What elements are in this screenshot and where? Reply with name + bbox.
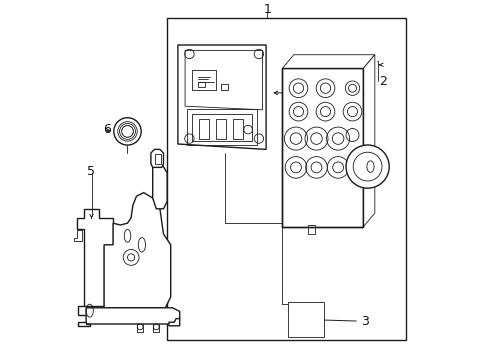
Bar: [296, 309, 310, 319]
Polygon shape: [282, 55, 374, 68]
Text: 2: 2: [379, 75, 386, 87]
Text: 1: 1: [263, 3, 270, 15]
Text: 6: 6: [103, 123, 111, 136]
Circle shape: [114, 118, 141, 145]
Bar: [197, 82, 204, 87]
Polygon shape: [104, 193, 170, 308]
Bar: [287, 302, 323, 337]
Bar: [192, 70, 215, 90]
Text: 4: 4: [286, 86, 294, 99]
Polygon shape: [282, 68, 363, 227]
Bar: [155, 154, 161, 164]
Circle shape: [122, 126, 133, 137]
Bar: [216, 119, 225, 139]
Polygon shape: [78, 322, 89, 326]
Polygon shape: [168, 319, 179, 326]
Text: 5: 5: [87, 165, 95, 177]
Bar: [307, 225, 314, 234]
Polygon shape: [73, 230, 81, 241]
Bar: [221, 84, 227, 90]
Bar: [282, 68, 363, 227]
Polygon shape: [151, 149, 163, 167]
Polygon shape: [363, 55, 374, 227]
Bar: [192, 114, 251, 141]
Bar: [300, 319, 306, 326]
Text: 3: 3: [361, 315, 368, 328]
Circle shape: [346, 145, 388, 188]
Polygon shape: [86, 308, 179, 324]
Polygon shape: [178, 45, 265, 149]
Bar: [167, 18, 406, 340]
Polygon shape: [78, 306, 106, 315]
Polygon shape: [77, 209, 113, 308]
Polygon shape: [152, 164, 167, 209]
Bar: [233, 119, 243, 139]
Bar: [199, 119, 208, 139]
Bar: [186, 109, 257, 145]
